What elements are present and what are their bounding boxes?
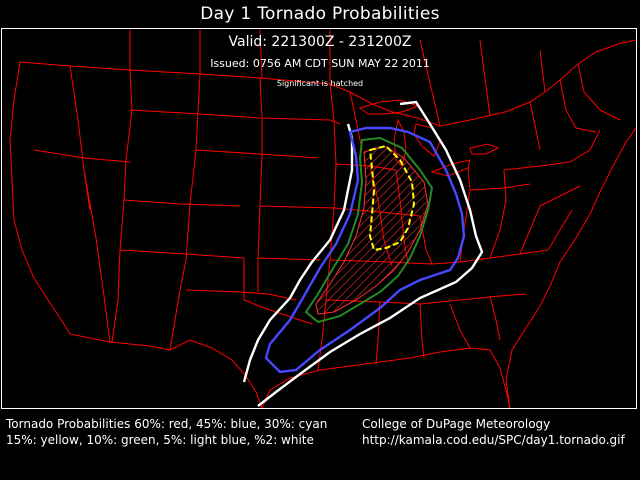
- credit-url: http://kamala.cod.edu/SPC/day1.tornado.g…: [362, 433, 625, 447]
- mexico-border: [69, 333, 263, 408]
- prob-5-blue: [264, 126, 466, 374]
- significant-hatch: [315, 145, 429, 315]
- valid-period: Valid: 221300Z - 231200Z: [228, 34, 412, 50]
- prob-15-yellow: [368, 144, 416, 252]
- gulf-coast: [261, 347, 511, 408]
- credit-org: College of DuPage Meteorology: [362, 417, 551, 431]
- legend-line-1: Tornado Probabilities 60%: red, 45%: blu…: [6, 417, 328, 431]
- tornado-probability-map: [9, 29, 636, 408]
- prob-2-white-outline-east: [257, 100, 484, 407]
- prob-2-white-outline: [242, 123, 354, 383]
- lake-erie: [430, 159, 471, 177]
- probability-legend: Tornado Probabilities 60%: red, 45%: blu…: [6, 416, 327, 448]
- map-title: Day 1 Tornado Probabilities: [200, 4, 440, 24]
- west-coast: [9, 61, 71, 335]
- significant-note: Significant is hatched: [276, 79, 364, 88]
- east-coast: [505, 127, 636, 408]
- state-lines: [33, 63, 621, 371]
- prob-10-green: [304, 136, 434, 324]
- canada-lines: [129, 29, 546, 127]
- legend-line-2: 15%: yellow, 10%: green, 5%: light blue,…: [6, 433, 314, 447]
- lake-superior: [358, 99, 420, 115]
- issued-time: Issued: 0756 AM CDT SUN MAY 22 2011: [210, 57, 430, 70]
- map-frame: [1, 28, 637, 409]
- credit-block: College of DuPage Meteorology http://kam…: [362, 416, 625, 448]
- lake-ontario: [469, 143, 500, 155]
